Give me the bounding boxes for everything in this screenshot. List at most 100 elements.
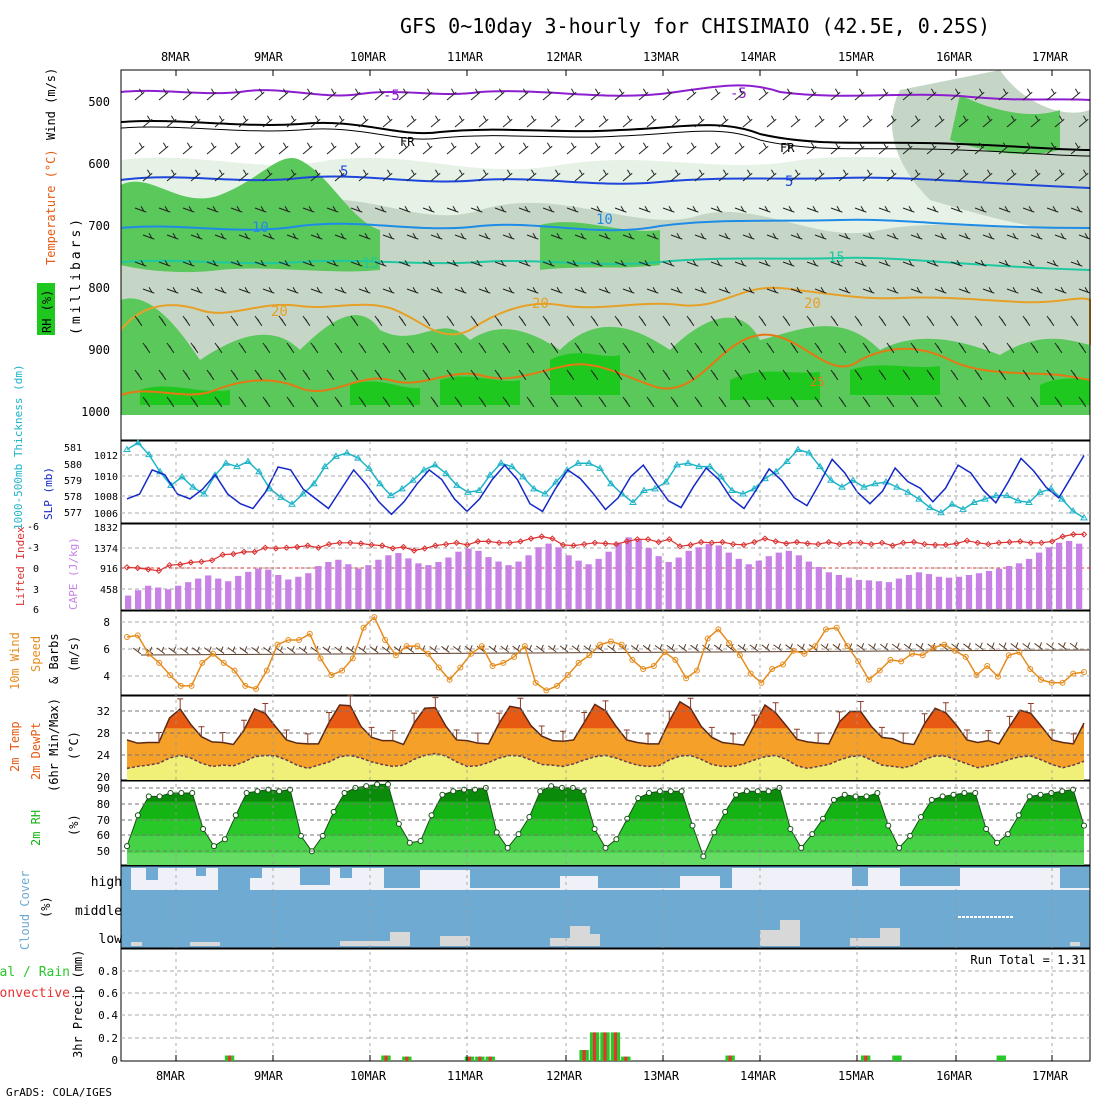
upper-wind-barb-298 (574, 287, 587, 294)
upper-wind-barb-13 (446, 88, 457, 101)
ylabel-cloud-cover: Cloud Cover (18, 871, 32, 950)
upper-wind-barb-132 (430, 169, 441, 182)
li-point-10 (230, 550, 237, 558)
upper-wind-barb-320 (134, 315, 143, 327)
date-label-top-8: 15MAR (838, 50, 875, 64)
upper-wind-barb-322 (182, 315, 191, 327)
upper-wind-barb-97 (542, 142, 553, 155)
pressure-tick-500: 500 (88, 95, 110, 109)
li-point-61 (772, 538, 779, 545)
upper-wind-barb-352 (902, 315, 911, 327)
thickness-point-1 (134, 438, 142, 446)
upper-wind-barb-88 (326, 142, 337, 155)
upper-wind-barb-141 (646, 169, 657, 182)
cape-bar-29 (415, 563, 422, 609)
wind-speed-point-52 (683, 675, 690, 682)
upper-wind-barb-405 (254, 369, 263, 381)
upper-wind-barb-270 (854, 260, 867, 267)
upper-wind-barb-297 (550, 287, 563, 294)
wind-speed-point-77 (951, 647, 958, 654)
upper-wind-barb-101 (638, 142, 649, 155)
li-point-31 (453, 539, 460, 547)
upper-wind-barb-81 (158, 142, 169, 155)
upper-wind-barb-438 (1046, 369, 1055, 381)
rh-point-39 (548, 783, 555, 790)
thickness-point-65 (838, 483, 846, 490)
li-point-22 (357, 540, 365, 547)
rh-point-0 (124, 843, 130, 850)
upper-wind-barb-148 (814, 169, 825, 182)
thickness-point-28 (431, 460, 439, 468)
upper-wind-barb-53 (454, 115, 465, 128)
temp-whisker-25 (389, 730, 396, 741)
wind-gridlines (121, 621, 1090, 677)
rh-point-30 (450, 788, 457, 795)
upper-wind-barb-427 (782, 369, 791, 381)
wind-speed-point-36 (511, 653, 518, 660)
upper-wind-barb-83 (206, 142, 217, 155)
upper-wind-barb-343 (686, 315, 695, 327)
upper-wind-barb-256 (518, 260, 531, 267)
wind-speed-point-21 (349, 655, 356, 662)
upper-wind-barb-96 (518, 142, 529, 155)
upper-wind-barb-433 (926, 369, 935, 381)
rh-point-74 (928, 796, 935, 803)
upper-wind-barb-16 (518, 88, 529, 101)
cape-bar-36 (485, 557, 492, 609)
upper-wind-barb-219 (598, 233, 611, 240)
thickness-point-62 (805, 448, 813, 456)
li-point-14 (272, 545, 280, 552)
cape-bar-19 (315, 566, 322, 609)
upper-wind-barb-359 (1070, 315, 1079, 327)
rh2m-area (124, 781, 1087, 865)
upper-wind-barb-470 (862, 396, 871, 408)
upper-wind-barb-291 (406, 287, 419, 294)
upper-wind-barb-55 (502, 115, 513, 128)
wind-speed-point-47 (629, 656, 636, 663)
upper-wind-barb-403 (206, 369, 215, 381)
upper-wind-barb-308 (814, 287, 827, 294)
temp-tick-24: 24 (97, 749, 111, 762)
li-point-71 (878, 539, 886, 547)
upper-wind-barb-266 (758, 260, 771, 267)
wind-tick-8: 8 (103, 616, 110, 629)
upper-wind-barb-404 (230, 369, 239, 381)
wind-speed-point-11 (242, 682, 249, 689)
thickness-point-74 (937, 508, 945, 516)
upper-wind-barb-237 (1030, 233, 1043, 240)
temp-whisker-89 (1070, 733, 1077, 744)
rh-point-80 (994, 839, 1000, 846)
upper-wind-barb-124 (238, 169, 249, 182)
upper-wind-barb-43 (214, 115, 225, 128)
isotherm-label-10-b: 10 (596, 212, 613, 228)
upper-wind-barb-263 (686, 260, 699, 267)
rh-point-57 (743, 788, 750, 795)
precip-conv-bar-26 (405, 1056, 409, 1061)
wind-speed-point-43 (586, 652, 593, 659)
cape-bar-68 (805, 561, 812, 609)
wind-barb-14 (298, 645, 308, 654)
upper-wind-barb-146 (766, 169, 777, 182)
upper-wind-barb-98 (566, 142, 577, 155)
cape-bar-67 (795, 555, 802, 609)
li-point-16 (293, 543, 301, 551)
cape-bar-57 (695, 547, 702, 609)
upper-wind-barb-397 (1030, 342, 1039, 354)
cape-bar-37 (495, 561, 502, 609)
thickness-point-63 (816, 462, 824, 470)
cape-bar-38 (505, 565, 512, 609)
li-point-36 (506, 539, 514, 547)
thickness-axis: 581 580 579 578 577 (64, 443, 82, 519)
precip-tick-08: 0.8 (98, 965, 118, 978)
upper-wind-barb-451 (406, 396, 415, 408)
upper-wind-barb-168 (326, 206, 339, 213)
upper-wind-barb-240 (134, 260, 147, 267)
temp-tick-32: 32 (97, 705, 110, 718)
upper-wind-barb-370 (382, 342, 391, 354)
upper-wind-barb-47 (310, 115, 321, 128)
upper-wind-barb-6 (278, 88, 289, 101)
cape-bar-63 (755, 560, 762, 609)
upper-wind-barb-57 (550, 115, 561, 128)
thickness-point-21 (354, 454, 362, 461)
upper-wind-barb-89 (350, 142, 361, 155)
